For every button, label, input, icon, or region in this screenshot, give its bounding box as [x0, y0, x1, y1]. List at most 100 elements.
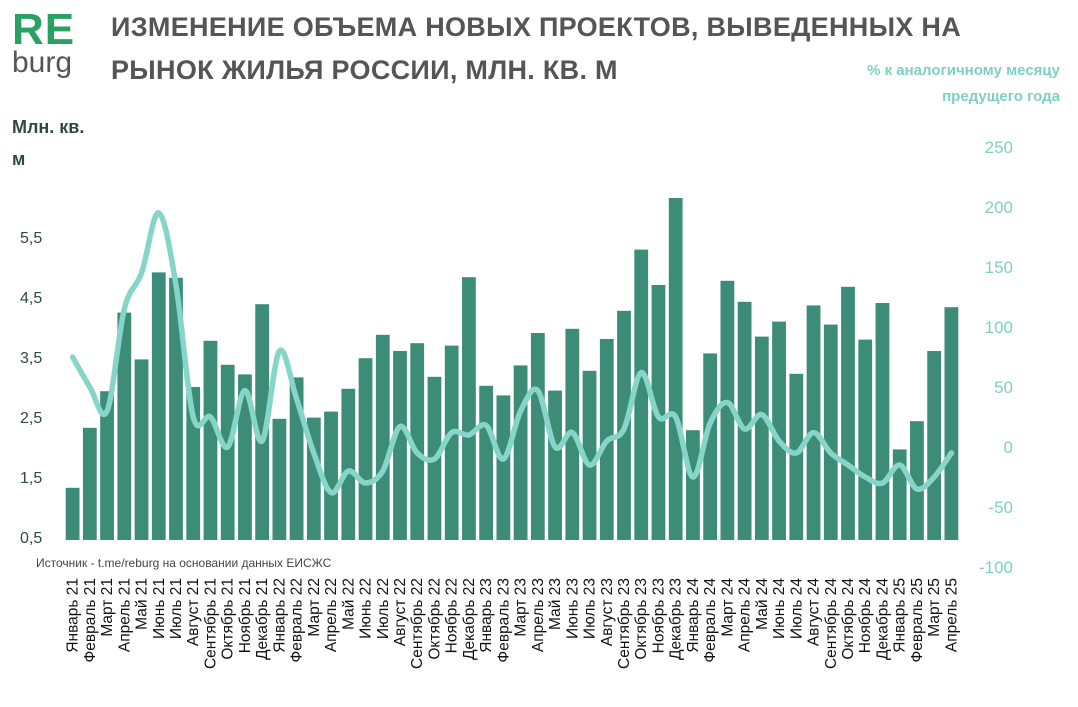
- x-tick-label: Январь 22: [271, 578, 288, 653]
- bar: [393, 351, 407, 540]
- x-tick-label: Ноябрь 24: [857, 578, 874, 654]
- x-tick-label: Август 23: [599, 578, 616, 646]
- x-tick-label: Сентябрь 21: [203, 578, 220, 669]
- bar: [238, 374, 252, 540]
- left-tick-label: 3,5: [20, 350, 42, 367]
- x-tick-label: Январь 23: [478, 578, 495, 653]
- x-tick-label: Ноябрь 22: [444, 578, 461, 653]
- bar: [858, 339, 873, 540]
- x-tick-label: Март 21: [99, 578, 116, 637]
- bar: [823, 324, 838, 540]
- x-tick-label: Февраль 21: [82, 578, 99, 663]
- x-tick-label: Июль 23: [582, 578, 599, 639]
- bar: [341, 388, 356, 540]
- left-tick-label: 0,5: [20, 530, 42, 547]
- x-tick-label: Февраль 23: [495, 578, 512, 663]
- x-tick-label: Декабрь 23: [668, 578, 685, 660]
- bar: [582, 370, 597, 540]
- left-axis-ticks: 0,5 1,5 2,5 3,5 4,5 5,5: [20, 230, 42, 547]
- bar: [462, 277, 476, 540]
- right-tick-label: -100: [979, 558, 1013, 577]
- x-tick-label: Май 24: [754, 578, 771, 630]
- x-tick-label: Сентябрь 23: [616, 578, 633, 669]
- x-tick-label: Февраль 24: [702, 578, 719, 663]
- x-tick-label: Июль 22: [375, 578, 392, 639]
- bar: [358, 358, 373, 540]
- bar: [772, 321, 786, 540]
- reburg-logo: RE burg: [12, 8, 82, 78]
- right-axis-label: % к аналогичному месяцу предущего года: [867, 62, 1060, 105]
- bar: [272, 418, 287, 540]
- bar: [737, 301, 752, 540]
- bar: [324, 411, 338, 540]
- x-tick-label: Март 25: [926, 578, 943, 637]
- x-tick-label: Июль 21: [168, 578, 185, 639]
- bar: [548, 390, 562, 540]
- left-tick-label: 1,5: [20, 470, 42, 487]
- bar: [927, 351, 942, 540]
- bar: [117, 312, 132, 540]
- x-tick-label: Август 24: [806, 578, 823, 647]
- right-tick-label: -50: [988, 498, 1013, 517]
- bar: [789, 373, 804, 540]
- x-tick-label: Август 22: [392, 578, 409, 646]
- x-tick-label: Май 23: [547, 578, 564, 630]
- right-axis-ticks: -100 -50 0 50 100 150 200 250: [979, 138, 1013, 577]
- bar: [513, 365, 528, 540]
- bar: [496, 395, 511, 540]
- right-tick-label: 100: [985, 318, 1013, 337]
- x-tick-label: Август 21: [185, 578, 202, 646]
- x-tick-label: Декабрь 21: [254, 578, 271, 660]
- x-tick-label: Июнь 23: [564, 578, 581, 639]
- bar: [410, 343, 425, 540]
- x-tick-label: Июль 24: [788, 578, 805, 639]
- x-tick-label: Октябрь 21: [220, 578, 237, 660]
- logo-burg: burg: [12, 46, 73, 79]
- left-tick-label: 5,5: [20, 230, 42, 247]
- bar: [841, 286, 855, 540]
- x-tick-label: Январь 25: [892, 578, 909, 653]
- source-note: Источник - t.me/reburg на основании данн…: [36, 556, 332, 570]
- x-tick-label: Март 24: [719, 578, 736, 637]
- bar: [82, 427, 97, 540]
- x-tick-label: Март 22: [306, 578, 323, 637]
- x-tick-label: Июнь 22: [358, 578, 375, 639]
- x-tick-label: Январь 24: [685, 578, 702, 653]
- left-axis-label: Млн. кв. м: [12, 117, 85, 169]
- right-tick-label: 150: [985, 258, 1013, 277]
- logo-re: RE: [12, 5, 76, 54]
- x-tick-label: Ноябрь 23: [651, 578, 668, 653]
- yoy-line: [69, 210, 955, 496]
- x-tick-label: Ноябрь 21: [237, 578, 254, 653]
- bar: [686, 430, 700, 540]
- bar: [203, 340, 218, 540]
- x-tick-label: Март 23: [513, 578, 530, 637]
- bar: [375, 334, 390, 540]
- x-tick-label: Апрель 25: [943, 578, 960, 652]
- bar: [720, 280, 735, 540]
- x-tick-label: Октябрь 23: [633, 578, 650, 660]
- right-tick-label: 50: [994, 378, 1013, 397]
- bar: [530, 333, 545, 540]
- bar: [444, 345, 459, 540]
- bar: [479, 385, 494, 540]
- x-tick-label: Декабрь 24: [875, 578, 892, 660]
- left-tick-label: 4,5: [20, 290, 42, 307]
- x-tick-label: Декабрь 22: [461, 578, 478, 660]
- line-layer: [69, 210, 955, 496]
- x-tick-label: Май 21: [134, 578, 151, 630]
- right-tick-label: 0: [1004, 438, 1013, 457]
- x-tick-label: Июнь 24: [771, 578, 788, 639]
- right-tick-label: 200: [985, 198, 1013, 217]
- bar: [668, 198, 683, 540]
- x-tick-label: Октябрь 24: [840, 578, 857, 660]
- x-tick-label: Апрель 22: [323, 578, 340, 652]
- x-tick-label: Октябрь 22: [427, 578, 444, 660]
- x-tick-label: Апрель 24: [737, 578, 754, 653]
- x-axis-ticks: Январь 21 Февраль 21 Март 21 Апрель 21 Май 2…: [65, 578, 961, 669]
- x-tick-label: Май 22: [340, 578, 357, 630]
- x-tick-label: Апрель 21: [116, 578, 133, 652]
- x-tick-label: Сентябрь 22: [409, 578, 426, 669]
- bar: [806, 305, 821, 540]
